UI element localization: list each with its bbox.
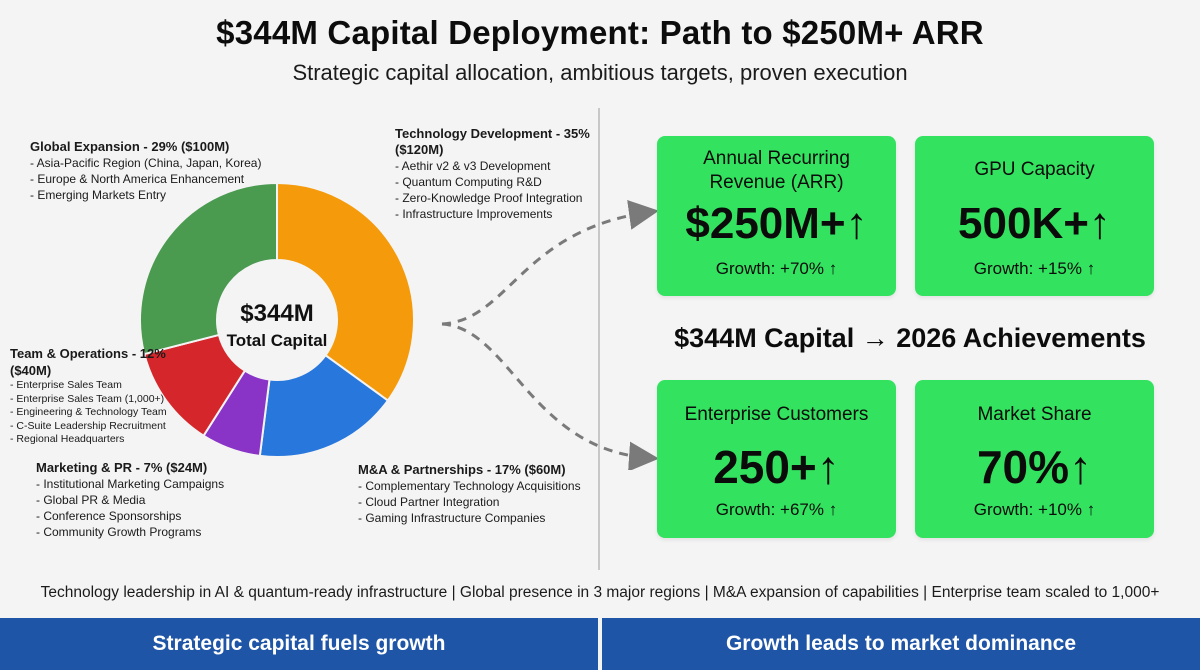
list-item: Infrastructure Improvements: [395, 206, 600, 222]
footer-summary: Technology leadership in AI & quantum-re…: [40, 584, 1160, 601]
donut-segments: [139, 181, 415, 458]
list-item: Europe & North America Enhancement: [30, 171, 290, 187]
page-subtitle: Strategic capital allocation, ambitious …: [292, 60, 908, 85]
list-item: Complementary Technology Acquisitions: [358, 478, 598, 494]
metric-card-value: 70%↑: [976, 441, 1093, 493]
list-item: Cloud Partner Integration: [358, 494, 598, 510]
list-item: Conference Sponsorships: [36, 508, 256, 524]
page-title: $344M Capital Deployment: Path to $250M+…: [216, 14, 984, 51]
label-marketing-pr-items: Institutional Marketing Campaigns Global…: [36, 476, 256, 540]
metric-card-value: $250M+↑: [685, 199, 868, 248]
list-item: Asia-Pacific Region (China, Japan, Korea…: [30, 155, 290, 171]
label-team-operations-items: Enterprise Sales Team Enterprise Sales T…: [10, 379, 170, 447]
metric-card-growth: Growth: +70% ↑: [715, 259, 838, 278]
label-technology-development-items: Aethir v2 & v3 Development Quantum Compu…: [395, 158, 600, 222]
metric-card-arr: Annual Recurring Revenue (ARR) $250M+↑ G…: [657, 136, 896, 296]
label-global-expansion-items: Asia-Pacific Region (China, Japan, Korea…: [30, 155, 290, 203]
list-item: Gaming Infrastructure Companies: [358, 510, 598, 526]
connector-arrows: [441, 200, 659, 470]
metric-card-growth: Growth: +67% ↑: [715, 500, 838, 519]
donut-center-value: $344M: [240, 300, 313, 327]
label-ma-partnerships-heading: M&A & Partnerships - 17% ($60M): [358, 462, 566, 477]
arrow-to-top-cards: [441, 200, 659, 326]
achievements-heading: $344M Capital → 2026 Achievements: [674, 323, 1146, 353]
list-item: Aethir v2 & v3 Development: [395, 158, 600, 174]
label-technology-development: Technology Development - 35% ($120M) Aet…: [395, 126, 600, 222]
label-marketing-pr-heading: Marketing & PR - 7% ($24M): [36, 460, 208, 475]
metric-card-label: Enterprise Customers: [684, 404, 869, 425]
label-team-operations: Team & Operations - 12% ($40M) Enterpris…: [10, 345, 170, 447]
metric-card-growth: Growth: +10% ↑: [973, 500, 1096, 519]
list-item: Regional Headquarters: [10, 433, 170, 447]
label-team-operations-heading: Team & Operations - 12% ($40M): [10, 346, 166, 378]
list-item: Emerging Markets Entry: [30, 187, 290, 203]
list-item: Quantum Computing R&D: [395, 174, 600, 190]
label-ma-partnerships: M&A & Partnerships - 17% ($60M) Compleme…: [358, 462, 598, 526]
banner-right: Growth leads to market dominance: [602, 618, 1200, 670]
metric-card-label: Market Share: [977, 404, 1092, 425]
donut-center-label: Total Capital: [227, 331, 328, 350]
capital-allocation-donut-chart: $344M Total Capital: [139, 181, 415, 458]
banner-left: Strategic capital fuels growth: [0, 618, 598, 670]
label-global-expansion-heading: Global Expansion - 29% ($100M): [30, 139, 230, 154]
metric-card-enterprise-customers: Enterprise Customers 250+↑ Growth: +67% …: [657, 380, 896, 538]
list-item: Community Growth Programs: [36, 524, 256, 540]
metric-card-market-share: Market Share 70%↑ Growth: +10% ↑: [915, 380, 1154, 538]
metric-card-value: 500K+↑: [958, 199, 1111, 248]
list-item: Engineering & Technology Team: [10, 406, 170, 420]
metric-card-label: GPU Capacity: [974, 159, 1095, 180]
list-item: Enterprise Sales Team (1,000+): [10, 393, 170, 407]
list-item: Enterprise Sales Team: [10, 379, 170, 393]
metric-card-gpu-capacity: GPU Capacity 500K+↑ Growth: +15% ↑: [915, 136, 1154, 296]
metric-card-growth: Growth: +15% ↑: [973, 259, 1096, 278]
metric-card-label: Annual Recurring Revenue (ARR): [703, 148, 850, 193]
list-item: C-Suite Leadership Recruitment: [10, 420, 170, 434]
donut-hole: [217, 260, 337, 380]
list-item: Institutional Marketing Campaigns: [36, 476, 256, 492]
list-item: Global PR & Media: [36, 492, 256, 508]
list-item: Zero-Knowledge Proof Integration: [395, 190, 600, 206]
metric-card-value: 250+↑: [713, 441, 840, 493]
label-technology-development-heading: Technology Development - 35% ($120M): [395, 126, 590, 157]
label-ma-partnerships-items: Complementary Technology Acquisitions Cl…: [358, 478, 598, 526]
label-marketing-pr: Marketing & PR - 7% ($24M) Institutional…: [36, 460, 256, 540]
vertical-divider: [598, 108, 600, 570]
label-global-expansion: Global Expansion - 29% ($100M) Asia-Paci…: [30, 139, 290, 203]
arrow-to-bottom-cards: [441, 322, 659, 470]
